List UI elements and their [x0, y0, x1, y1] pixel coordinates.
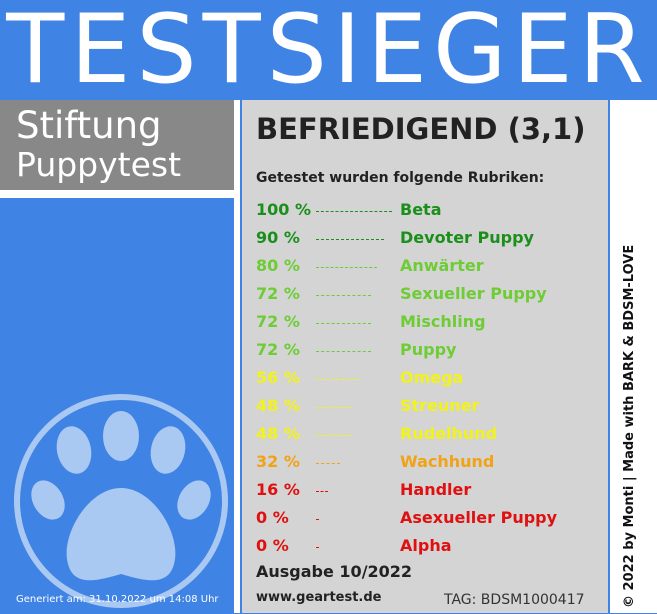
category-bar — [316, 211, 392, 212]
category-percent: 48 % — [256, 424, 300, 443]
category-percent: 48 % — [256, 396, 300, 415]
category-percent: 56 % — [256, 368, 300, 387]
issue-label: Ausgabe 10/2022 — [256, 562, 413, 581]
category-label: Devoter Puppy — [400, 228, 534, 247]
category-bar — [316, 519, 319, 520]
category-percent: 16 % — [256, 480, 300, 499]
category-label: Beta — [400, 200, 442, 219]
category-label: Asexueller Puppy — [400, 508, 558, 527]
rating-heading: BEFRIEDIGEND (3,1) — [256, 112, 586, 146]
tag-label: TAG: BDSM1000417 — [444, 592, 585, 608]
category-percent: 72 % — [256, 284, 300, 303]
copyright-text: © 2022 by Monti | Made with BARK & BDSM-… — [622, 244, 637, 608]
category-bar — [316, 491, 328, 492]
category-label: Puppy — [400, 340, 457, 359]
category-bar — [316, 267, 377, 268]
category-bar — [316, 351, 371, 352]
category-bar — [316, 463, 340, 464]
right-white-strip — [610, 100, 657, 613]
brand-box: Stiftung Puppytest — [0, 100, 234, 190]
category-label: Handler — [400, 480, 472, 499]
category-label: Wachhund — [400, 452, 495, 471]
category-bar — [316, 435, 352, 436]
generated-date: Generiert am: 31.10.2022 um 14:08 Uhr — [16, 594, 219, 605]
result-card — [242, 100, 608, 613]
category-bar — [316, 323, 371, 324]
category-bar — [316, 239, 384, 240]
category-bar — [316, 407, 352, 408]
category-label: Omega — [400, 368, 464, 387]
website-link[interactable]: www.geartest.de — [256, 590, 382, 605]
category-label: Rudelhund — [400, 424, 498, 443]
category-bar — [316, 547, 319, 548]
category-percent: 80 % — [256, 256, 300, 275]
paw-icon — [14, 394, 228, 608]
category-label: Mischling — [400, 312, 486, 331]
category-percent: 90 % — [256, 228, 300, 247]
categories-intro: Getestet wurden folgende Rubriken: — [256, 170, 545, 186]
category-percent: 0 % — [256, 536, 289, 555]
category-percent: 32 % — [256, 452, 300, 471]
category-bar — [316, 379, 359, 380]
category-label: Anwärter — [400, 256, 484, 275]
category-percent: 0 % — [256, 508, 289, 527]
category-label: Streuner — [400, 396, 480, 415]
category-percent: 72 % — [256, 340, 300, 359]
brand-line-1: Stiftung — [16, 104, 162, 147]
category-label: Sexueller Puppy — [400, 284, 547, 303]
category-percent: 72 % — [256, 312, 300, 331]
category-bar — [316, 295, 371, 296]
category-percent: 100 % — [256, 200, 311, 219]
testsieger-title: TESTSIEGER — [6, 0, 651, 105]
category-label: Alpha — [400, 536, 452, 555]
brand-line-2: Puppytest — [16, 145, 182, 184]
